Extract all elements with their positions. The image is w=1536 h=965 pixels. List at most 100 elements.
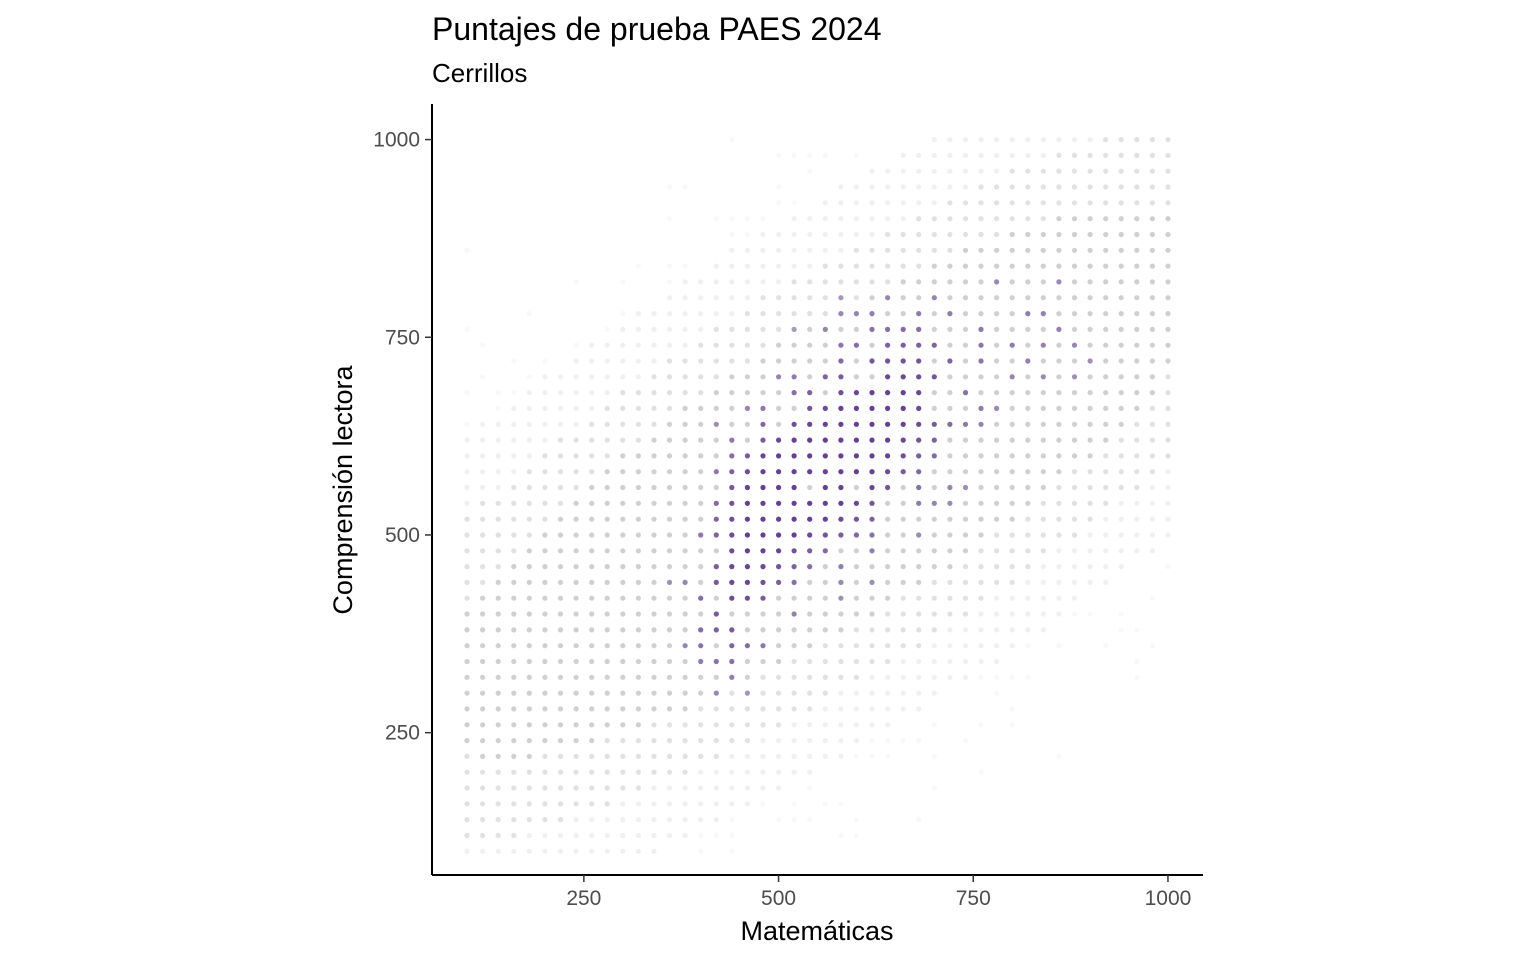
point-national <box>1118 500 1124 506</box>
point-national <box>651 658 657 665</box>
point-national <box>682 263 688 269</box>
point-national <box>620 326 626 332</box>
point-cerrillos <box>838 437 844 443</box>
point-national <box>1165 484 1171 491</box>
point-national <box>635 595 642 601</box>
point-cerrillos <box>885 295 891 301</box>
point-national <box>994 595 1000 601</box>
point-national <box>526 516 532 522</box>
point-national <box>1040 627 1046 633</box>
point-national <box>729 722 735 728</box>
point-national <box>557 516 564 522</box>
point-national <box>713 801 719 807</box>
point-national <box>682 421 688 427</box>
point-national <box>480 785 486 791</box>
point-national <box>589 548 595 554</box>
point-national <box>978 564 984 570</box>
point-national <box>666 658 673 665</box>
point-national <box>651 738 657 744</box>
point-national <box>994 658 1000 665</box>
point-national <box>682 564 688 570</box>
point-national <box>822 200 828 206</box>
point-national <box>978 231 984 238</box>
point-cerrillos <box>869 311 875 317</box>
point-national <box>542 595 548 601</box>
point-national <box>791 658 797 665</box>
point-national <box>495 627 501 633</box>
point-national <box>869 595 875 601</box>
point-national <box>620 342 626 348</box>
point-national <box>853 279 860 285</box>
point-national <box>994 358 1000 364</box>
point-national <box>1149 453 1155 459</box>
point-national <box>495 437 501 443</box>
point-cerrillos <box>931 374 937 380</box>
point-national <box>853 564 860 570</box>
point-national <box>1149 532 1155 538</box>
point-national <box>620 390 626 396</box>
point-cerrillos <box>838 500 844 506</box>
point-national <box>1149 326 1155 332</box>
point-national <box>651 690 657 696</box>
point-national <box>682 690 688 696</box>
point-national <box>1103 484 1109 491</box>
point-national <box>947 200 953 206</box>
point-cerrillos <box>838 484 844 491</box>
point-national <box>542 532 548 538</box>
point-cerrillos <box>962 484 969 491</box>
point-national <box>776 674 782 680</box>
point-national <box>729 295 735 301</box>
point-cerrillos <box>885 358 891 364</box>
point-national <box>978 390 984 396</box>
point-national <box>573 595 579 601</box>
point-national <box>962 311 969 317</box>
point-national <box>511 643 517 649</box>
point-national <box>1149 469 1155 475</box>
point-national <box>744 785 751 791</box>
point-national <box>651 390 657 396</box>
point-cerrillos <box>729 548 735 554</box>
point-national <box>542 674 548 680</box>
point-national <box>1040 611 1046 617</box>
y-axis-title: Comprensión lectora <box>328 364 358 614</box>
point-cerrillos <box>822 421 828 427</box>
point-national <box>807 738 813 744</box>
point-national <box>620 722 626 728</box>
point-cerrillos <box>744 579 751 586</box>
point-national <box>651 848 657 854</box>
point-national <box>651 437 657 443</box>
point-national <box>1103 390 1109 396</box>
point-national <box>900 500 906 506</box>
point-national <box>682 279 688 285</box>
point-national <box>1103 279 1109 285</box>
point-national <box>589 817 595 823</box>
point-cerrillos <box>776 516 782 522</box>
point-national <box>589 564 595 570</box>
point-national <box>994 437 1000 443</box>
point-national <box>464 532 470 538</box>
point-national <box>464 753 470 760</box>
point-national <box>962 374 969 380</box>
point-national <box>635 326 642 332</box>
point-national <box>962 469 969 475</box>
point-national <box>1103 453 1109 459</box>
point-national <box>589 753 595 760</box>
point-national <box>947 627 953 633</box>
point-national <box>760 674 766 680</box>
point-national <box>853 326 860 332</box>
point-national <box>1149 358 1155 364</box>
x-tick-label: 750 <box>956 887 991 910</box>
point-national <box>698 769 704 775</box>
point-national <box>978 200 984 206</box>
point-national <box>682 326 688 332</box>
point-national <box>1040 484 1046 491</box>
point-cerrillos <box>791 500 797 506</box>
point-national <box>962 579 969 586</box>
point-cerrillos <box>947 358 953 364</box>
point-cerrillos <box>947 421 953 427</box>
point-national <box>1134 374 1140 380</box>
point-national <box>838 216 844 222</box>
point-national <box>542 690 548 696</box>
point-national <box>807 706 813 712</box>
point-cerrillos <box>931 453 937 459</box>
